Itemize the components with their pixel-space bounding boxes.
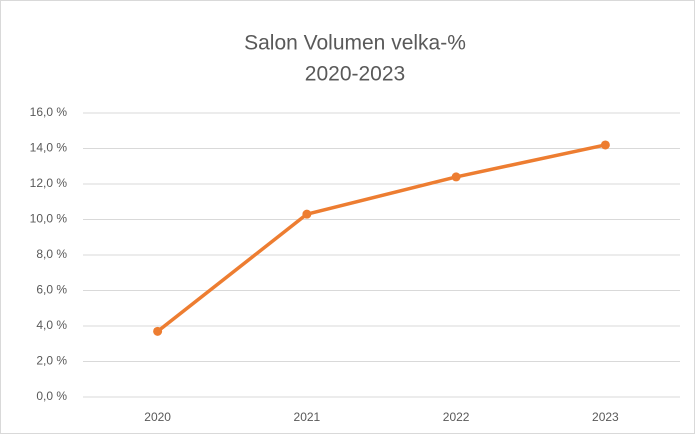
marker (153, 326, 163, 336)
x-tick-label: 2023 (592, 410, 619, 424)
y-tick-label: 16,0 % (30, 105, 68, 119)
y-tick-label: 4,0 % (36, 318, 67, 332)
y-tick-label: 2,0 % (36, 354, 67, 368)
y-tick-label: 0,0 % (36, 389, 67, 403)
y-tick-label: 6,0 % (36, 283, 67, 297)
y-tick-label: 8,0 % (36, 247, 67, 261)
x-tick-label: 2022 (443, 410, 470, 424)
x-tick-label: 2021 (294, 410, 321, 424)
y-tick-label: 10,0 % (30, 212, 68, 226)
marker (302, 209, 312, 219)
y-tick-label: 12,0 % (30, 176, 68, 190)
x-tick-label: 2020 (144, 410, 171, 424)
marker (451, 172, 461, 182)
chart-title: 2020-2023 (305, 63, 405, 86)
marker (600, 140, 610, 150)
line (155, 143, 608, 334)
y-tick-label: 14,0 % (30, 141, 68, 155)
chart-title: Salon Volumen velka-% (244, 32, 466, 55)
